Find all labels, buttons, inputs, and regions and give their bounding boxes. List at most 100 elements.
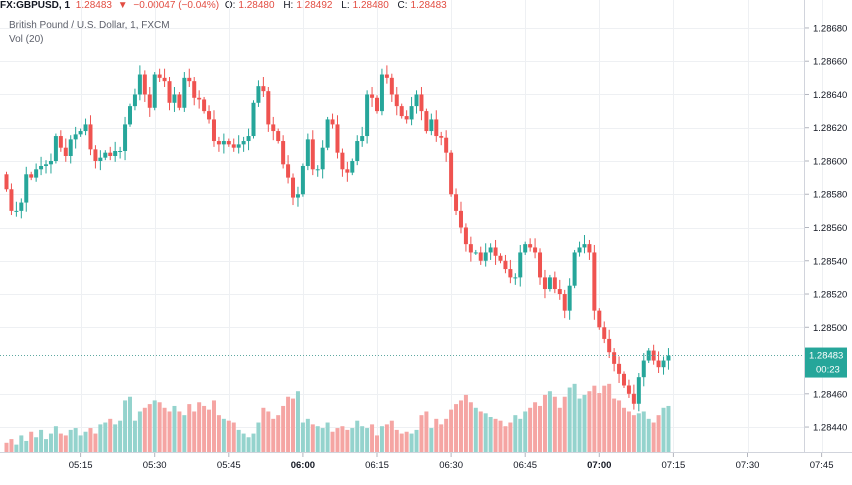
candle-body <box>424 111 429 132</box>
volume-bar <box>246 437 251 452</box>
symbol-label[interactable]: FX:GBPUSD, 1 <box>0 0 71 11</box>
candle-body <box>538 252 543 278</box>
volume-bar <box>404 431 409 452</box>
volume-bar <box>597 393 602 452</box>
volume-bar <box>424 411 429 452</box>
candle-body <box>350 160 355 173</box>
candle-body <box>641 360 646 378</box>
volume-bar <box>241 433 246 452</box>
volume-bar <box>607 383 612 452</box>
volume-bar <box>320 428 325 452</box>
volume-bar <box>429 428 434 452</box>
candle-body <box>345 169 350 173</box>
candle-body <box>24 174 29 203</box>
high-value: 1.28492 <box>296 0 333 11</box>
volume-bar <box>315 426 320 452</box>
candle-body <box>276 131 281 142</box>
candle-body <box>83 124 88 132</box>
candle-body <box>513 277 518 279</box>
volume-bar <box>88 428 93 452</box>
candle-body <box>503 260 508 270</box>
volume-bar <box>414 429 419 452</box>
candle-body <box>375 97 379 112</box>
high-label: H: <box>283 0 294 11</box>
volume-bar <box>73 428 78 452</box>
volume-bar <box>557 407 562 452</box>
candle-body <box>310 139 315 170</box>
candle-body <box>651 350 656 361</box>
candle-body <box>197 97 202 100</box>
volume-bar <box>19 435 24 452</box>
candle-body <box>118 151 123 153</box>
candle-body <box>177 94 182 108</box>
volume-bar <box>355 420 360 452</box>
candle-body <box>132 94 137 107</box>
volume-bar <box>617 400 622 452</box>
volume-bar <box>29 431 34 452</box>
candle-body <box>152 74 157 108</box>
candle-body <box>108 152 113 156</box>
volume-bar <box>147 404 152 452</box>
price-tick-label: 1.28660 <box>813 57 847 68</box>
last-price: 1.28483 <box>75 0 112 11</box>
time-tick-label: 06:00 <box>291 460 315 471</box>
legend-title: British Pound / U.S. Dollar, 1, FXCM <box>9 20 170 31</box>
volume-bar <box>661 407 666 452</box>
candle-body <box>19 202 24 211</box>
volume-bar <box>498 420 503 452</box>
volume-bar <box>533 402 538 452</box>
volume-bar <box>389 420 394 452</box>
volume-bar <box>493 418 498 452</box>
time-tick-label: 05:30 <box>143 460 167 471</box>
volume-bar <box>34 437 39 452</box>
price-tick-label: 1.28580 <box>813 190 847 201</box>
volume-bar <box>118 420 123 452</box>
candle-body <box>394 94 399 107</box>
volume-bar <box>513 415 518 452</box>
candle-body <box>523 244 528 253</box>
candle-body <box>266 91 271 125</box>
candle-body <box>429 119 434 132</box>
volume-bar <box>360 426 365 452</box>
volume-bar <box>542 394 547 452</box>
volume-bar <box>53 426 58 452</box>
candle-body <box>157 74 162 78</box>
candle-body <box>236 144 241 148</box>
candle-body <box>552 277 557 290</box>
volume-bar <box>152 400 157 452</box>
candle-body <box>221 141 226 145</box>
candle-body <box>493 247 498 256</box>
candle-body <box>211 119 216 142</box>
volume-bar <box>345 429 350 452</box>
candle-body <box>409 106 414 120</box>
candle-body <box>562 294 567 311</box>
candle-body <box>572 252 577 286</box>
volume-bar <box>123 400 128 452</box>
grid <box>0 0 823 452</box>
candle-body <box>142 74 147 95</box>
candle-body <box>508 269 513 278</box>
time-axis[interactable]: 05:15 05:30 05:45 06:00 06:15 06:30 06:45 07:00… <box>69 453 852 471</box>
candle-body <box>192 81 197 98</box>
candles <box>4 65 671 412</box>
candle-body <box>202 99 207 112</box>
volume-bar <box>295 391 300 452</box>
volume-bar <box>439 424 444 452</box>
volume-bar <box>636 413 641 452</box>
volume-bar <box>202 405 207 452</box>
candle-body <box>88 124 93 150</box>
volume-bar <box>622 407 626 452</box>
candle-body <box>365 94 370 137</box>
volume-bar <box>4 442 9 452</box>
volume-bar <box>128 396 132 452</box>
close-label: C: <box>397 0 408 11</box>
volume-bar <box>310 424 315 452</box>
price-tick-label: 1.28500 <box>813 323 847 334</box>
price-axis[interactable]: 1.28680 1.28660 1.28640 1.28620 1.28600 1.285… <box>805 23 847 434</box>
candle-body <box>666 355 671 361</box>
candle-body <box>661 360 666 368</box>
candle-body <box>622 373 626 386</box>
candle-body <box>498 255 503 261</box>
volume-bar <box>330 431 335 452</box>
